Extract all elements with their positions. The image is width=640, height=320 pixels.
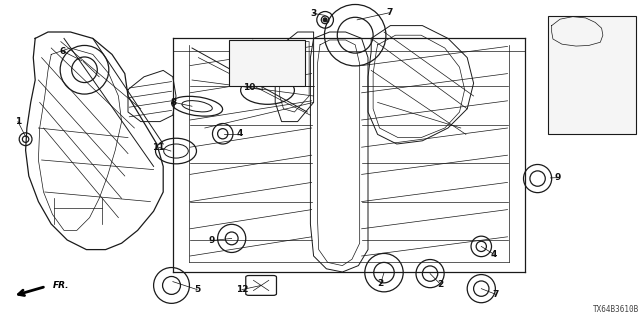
Text: 9: 9 [208,236,214,245]
Text: 8: 8 [171,98,177,107]
Text: 11: 11 [152,143,165,152]
Ellipse shape [323,18,327,22]
Text: 3: 3 [310,9,317,18]
Text: 6: 6 [60,47,66,56]
Ellipse shape [572,29,580,36]
Text: TX64B3610B: TX64B3610B [593,305,639,314]
Text: 2: 2 [437,280,444,289]
Bar [229,40,305,86]
Text: 12: 12 [236,285,248,294]
Text: 5: 5 [194,285,200,294]
Text: 2: 2 [378,279,384,288]
Text: 4: 4 [491,250,497,259]
Text: 7: 7 [386,8,392,17]
Text: 9: 9 [555,173,561,182]
Ellipse shape [260,67,267,74]
Bar [548,16,636,134]
Text: 1: 1 [15,117,21,126]
Text: FR.: FR. [52,281,69,290]
Text: 4: 4 [237,129,243,138]
Text: 7: 7 [493,290,499,299]
Text: 10: 10 [243,84,256,92]
